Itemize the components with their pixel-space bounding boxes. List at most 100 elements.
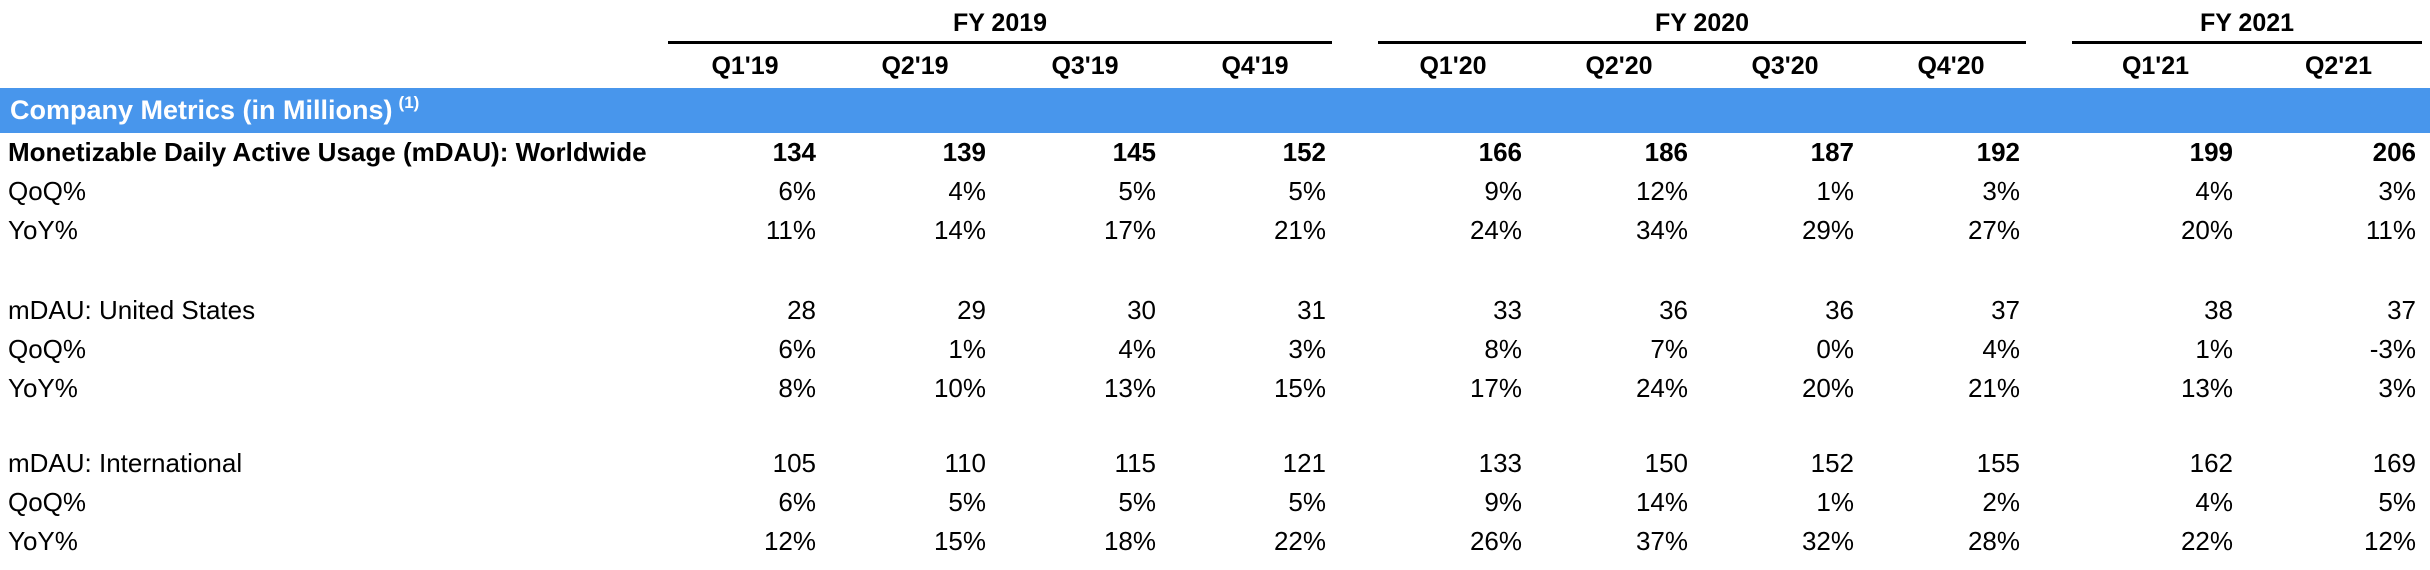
- fiscal-year-group-label: FY 2021: [2072, 0, 2422, 44]
- table-row: Monetizable Daily Active Usage (mDAU): W…: [0, 133, 2430, 172]
- banner-footnote-marker: (1): [398, 92, 420, 112]
- value-cell: 21%: [1967, 373, 2020, 403]
- value-cell: 17%: [1103, 215, 1156, 245]
- value-cell: 11%: [2365, 215, 2416, 245]
- row-label: mDAU: International: [8, 448, 243, 478]
- value-cell: 192: [1976, 137, 2020, 167]
- value-cell: 155: [1976, 448, 2020, 478]
- value-cell: 1%: [948, 334, 986, 364]
- value-cell: 9%: [1484, 487, 1522, 517]
- quarter-header-cell: Q1'20: [1419, 51, 1487, 80]
- row-label: YoY%: [8, 373, 78, 403]
- value-cell: 36: [1825, 295, 1854, 325]
- value-cell: 14%: [933, 215, 986, 245]
- value-cell: 24%: [1635, 373, 1688, 403]
- quarter-header-cell: Q4'20: [1917, 51, 1985, 80]
- quarter-header-cell: Q2'19: [881, 51, 949, 80]
- fiscal-year-header-row: FY 2019 FY 2020 FY 2021: [0, 0, 2430, 44]
- row-label: mDAU: United States: [8, 295, 256, 325]
- value-cell: 32%: [1801, 526, 1854, 556]
- quarter-header-cell: Q1'21: [2121, 51, 2190, 80]
- value-cell: 20%: [2180, 215, 2233, 245]
- value-cell: -3%: [2369, 334, 2416, 364]
- value-cell: 115: [1114, 448, 1156, 478]
- row-label: QoQ%: [8, 334, 87, 364]
- value-cell: 10%: [933, 373, 986, 403]
- value-cell: 11%: [765, 215, 816, 245]
- value-cell: 4%: [1982, 334, 2020, 364]
- value-cell: 5%: [948, 487, 986, 517]
- value-cell: 8%: [1484, 334, 1522, 364]
- fiscal-year-group-label: FY 2019: [668, 0, 1332, 44]
- quarter-header-cell: Q3'20: [1751, 51, 1819, 80]
- value-cell: 14%: [1635, 487, 1688, 517]
- value-cell: 145: [1112, 137, 1156, 167]
- table-row: QoQ% 6% 5% 5% 5% 9% 14% 1% 2% 4% 5%: [0, 483, 2430, 522]
- value-cell: 29%: [1801, 215, 1854, 245]
- value-cell: 5%: [1118, 176, 1156, 206]
- metrics-table-body: Monetizable Daily Active Usage (mDAU): W…: [0, 133, 2430, 561]
- value-cell: 36: [1659, 295, 1688, 325]
- value-cell: 24%: [1469, 215, 1522, 245]
- value-cell: 20%: [1801, 373, 1854, 403]
- value-cell: 38: [2204, 295, 2233, 325]
- table-row: YoY% 11% 14% 17% 21% 24% 34% 29% 27% 20% 11%: [0, 211, 2430, 250]
- value-cell: 3%: [2378, 176, 2416, 206]
- value-cell: 3%: [1982, 176, 2020, 206]
- table-row: YoY% 8% 10% 13% 15% 17% 24% 20% 21% 13% 3%: [0, 369, 2430, 408]
- value-cell: 162: [2189, 448, 2233, 478]
- value-cell: 4%: [2195, 487, 2233, 517]
- quarter-header-cell: Q2'21: [2304, 51, 2373, 80]
- value-cell: 12%: [763, 526, 816, 556]
- value-cell: 34%: [1635, 215, 1688, 245]
- value-cell: 199: [2189, 137, 2233, 167]
- value-cell: 139: [942, 137, 986, 167]
- value-cell: 15%: [1273, 373, 1326, 403]
- value-cell: 21%: [1273, 215, 1326, 245]
- value-cell: 3%: [2378, 373, 2416, 403]
- value-cell: 206: [2372, 137, 2416, 167]
- value-cell: 1%: [2195, 334, 2233, 364]
- value-cell: 5%: [1118, 487, 1156, 517]
- quarter-header-cell: Q3'19: [1051, 51, 1119, 80]
- value-cell: 152: [1282, 137, 1326, 167]
- table-row: YoY% 12% 15% 18% 22% 26% 37% 32% 28% 22% 12%: [0, 522, 2430, 561]
- value-cell: 28%: [1967, 526, 2020, 556]
- value-cell: 133: [1478, 448, 1522, 478]
- value-cell: 110: [944, 448, 986, 478]
- value-cell: 7%: [1650, 334, 1688, 364]
- value-cell: 31: [1297, 295, 1326, 325]
- value-cell: 1%: [1816, 176, 1854, 206]
- value-cell: 22%: [2180, 526, 2233, 556]
- value-cell: 166: [1478, 137, 1522, 167]
- value-cell: 3%: [1288, 334, 1326, 364]
- value-cell: 12%: [1635, 176, 1688, 206]
- row-label: Monetizable Daily Active Usage (mDAU): W…: [8, 137, 647, 167]
- row-label: QoQ%: [8, 176, 87, 206]
- value-cell: 2%: [1982, 487, 2020, 517]
- value-cell: 4%: [2195, 176, 2233, 206]
- value-cell: 37%: [1635, 526, 1688, 556]
- value-cell: 5%: [1288, 487, 1326, 517]
- table-row: QoQ% 6% 4% 5% 5% 9% 12% 1% 3% 4% 3%: [0, 172, 2430, 211]
- banner-title: Company Metrics (in Millions): [10, 95, 393, 125]
- value-cell: 13%: [2180, 373, 2233, 403]
- value-cell: 1%: [1816, 487, 1854, 517]
- value-cell: 8%: [778, 373, 816, 403]
- quarter-header-cell: Q4'19: [1221, 51, 1289, 80]
- value-cell: 4%: [1118, 334, 1156, 364]
- section-spacer: [0, 408, 2430, 444]
- section-banner: Company Metrics (in Millions) (1): [0, 88, 2430, 133]
- table-row: QoQ% 6% 1% 4% 3% 8% 7% 0% 4% 1% -3%: [0, 330, 2430, 369]
- value-cell: 152: [1810, 448, 1854, 478]
- value-cell: 169: [2372, 448, 2416, 478]
- value-cell: 30: [1127, 295, 1156, 325]
- value-cell: 18%: [1103, 526, 1156, 556]
- value-cell: 121: [1282, 448, 1326, 478]
- row-label: YoY%: [8, 526, 78, 556]
- value-cell: 37: [2387, 295, 2416, 325]
- value-cell: 17%: [1469, 373, 1522, 403]
- value-cell: 5%: [2378, 487, 2416, 517]
- quarter-header-cell: Q2'20: [1585, 51, 1653, 80]
